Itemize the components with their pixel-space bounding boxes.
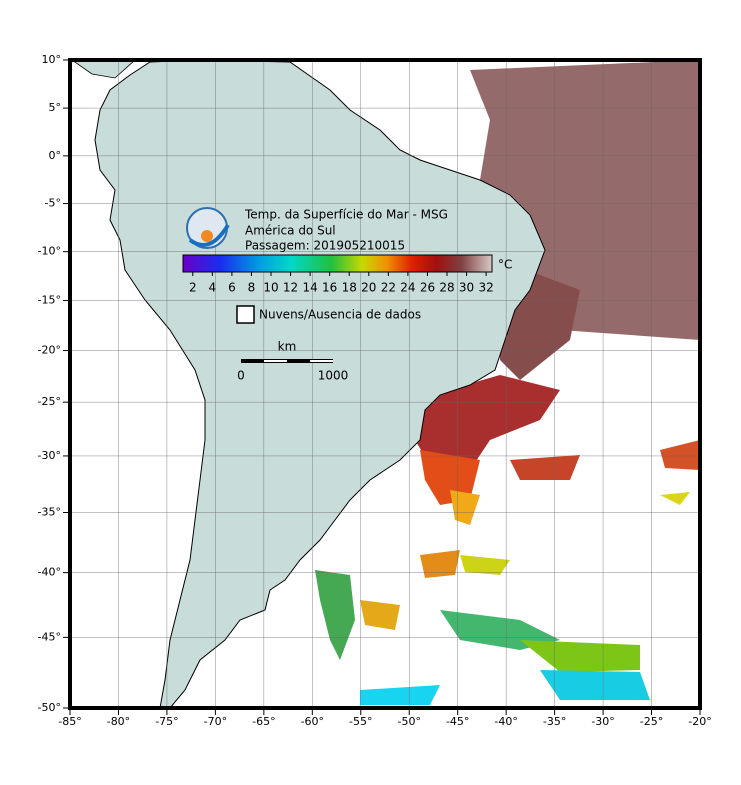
lat-tick-label: -15° bbox=[38, 294, 61, 307]
lon-tick-label: -45° bbox=[446, 715, 469, 728]
lat-tick-label: 5° bbox=[49, 101, 62, 114]
legend-label: Nuvens/Ausencia de dados bbox=[259, 308, 421, 322]
colorbar-tick-label: 28 bbox=[439, 281, 454, 295]
sst-hot bbox=[510, 455, 580, 480]
colorbar-unit: °C bbox=[498, 258, 512, 272]
colorbar-tick-label: 6 bbox=[228, 281, 236, 295]
colorbar-tick-label: 16 bbox=[322, 281, 337, 295]
frame bbox=[68, 58, 702, 710]
lat-tick-label: 0° bbox=[49, 149, 62, 162]
lat-tick-label: -35° bbox=[38, 505, 61, 518]
map-area bbox=[70, 60, 700, 708]
lon-tick-label: -65° bbox=[252, 715, 275, 728]
lon-tick-label: -50° bbox=[397, 715, 420, 728]
colorbar-tick-label: 24 bbox=[400, 281, 415, 295]
lat-tick-label: 10° bbox=[42, 53, 62, 66]
lat-tick-label: -30° bbox=[38, 449, 61, 462]
scale-label: 0 bbox=[237, 369, 245, 383]
lon-tick-label: -55° bbox=[349, 715, 372, 728]
colorbar-tick-label: 14 bbox=[302, 281, 317, 295]
sst-mid bbox=[460, 555, 510, 575]
lat-tick-label: -45° bbox=[38, 630, 61, 643]
colorbar-tick-label: 26 bbox=[420, 281, 435, 295]
lon-tick-label: -20° bbox=[688, 715, 711, 728]
scale-bar bbox=[264, 360, 287, 362]
sst-hot bbox=[415, 375, 560, 470]
colorbar-tick-label: 2 bbox=[189, 281, 197, 295]
colorbar-tick-label: 10 bbox=[263, 281, 278, 295]
lon-tick-label: -40° bbox=[494, 715, 517, 728]
land bbox=[71, 60, 136, 79]
scale-bar bbox=[310, 360, 333, 362]
sst-cold bbox=[360, 685, 440, 705]
lon-tick-label: -25° bbox=[640, 715, 663, 728]
scale-label: 1000 bbox=[318, 369, 349, 383]
axes: -85° -80° -75° -70° -65° -60° -55° -50° -45° -40°… bbox=[38, 53, 712, 728]
colorbar-tick-label: 8 bbox=[248, 281, 256, 295]
colorbar-tick-label: 22 bbox=[381, 281, 396, 295]
sst-hot bbox=[420, 450, 480, 505]
lat-tick-label: -20° bbox=[38, 344, 61, 357]
grid bbox=[70, 60, 700, 708]
lat-tick-label: -40° bbox=[38, 566, 61, 579]
colorbar-tick-label: 30 bbox=[459, 281, 474, 295]
sst-cool bbox=[440, 610, 560, 650]
sst-mid bbox=[660, 492, 690, 505]
colorbar-tick-label: 12 bbox=[283, 281, 298, 295]
pass-time: Passagem: 201905210015 bbox=[245, 239, 405, 253]
legend-swatch bbox=[236, 305, 255, 324]
lat-tick-label: -50° bbox=[38, 701, 61, 714]
sst-mid bbox=[520, 640, 640, 672]
title: Temp. da Superfície do Mar - MSG bbox=[244, 208, 448, 222]
lon-tick-label: -85° bbox=[58, 715, 81, 728]
sst-mid bbox=[360, 600, 400, 630]
sst-mid bbox=[420, 550, 460, 578]
colorbar-tick-label: 18 bbox=[342, 281, 357, 295]
lat-tick-label: -10° bbox=[38, 245, 61, 258]
lon-tick-label: -60° bbox=[301, 715, 324, 728]
sst-cold bbox=[540, 670, 650, 700]
subtitle: América do Sul bbox=[245, 224, 336, 238]
scale-unit: km bbox=[278, 340, 297, 354]
lon-tick-label: -75° bbox=[155, 715, 178, 728]
colorbar-tick-label: 4 bbox=[209, 281, 217, 295]
lon-tick-label: -70° bbox=[204, 715, 227, 728]
lon-tick-label: -35° bbox=[543, 715, 566, 728]
colorbar-tick-label: 20 bbox=[361, 281, 376, 295]
sst-hot bbox=[660, 440, 700, 470]
lat-tick-label: -25° bbox=[38, 395, 61, 408]
colorbar-tick-label: 32 bbox=[478, 281, 493, 295]
logo bbox=[188, 223, 230, 247]
logo bbox=[201, 230, 213, 242]
colorbar bbox=[182, 254, 493, 273]
lon-tick-label: -80° bbox=[107, 715, 130, 728]
lon-tick-label: -30° bbox=[591, 715, 614, 728]
lat-tick-label: -5° bbox=[45, 197, 61, 210]
title-block: Temp. da Superfície do Mar - MSG América… bbox=[182, 207, 512, 383]
